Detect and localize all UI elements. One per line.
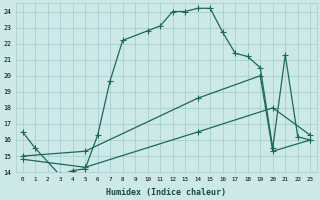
X-axis label: Humidex (Indice chaleur): Humidex (Indice chaleur): [107, 188, 227, 197]
